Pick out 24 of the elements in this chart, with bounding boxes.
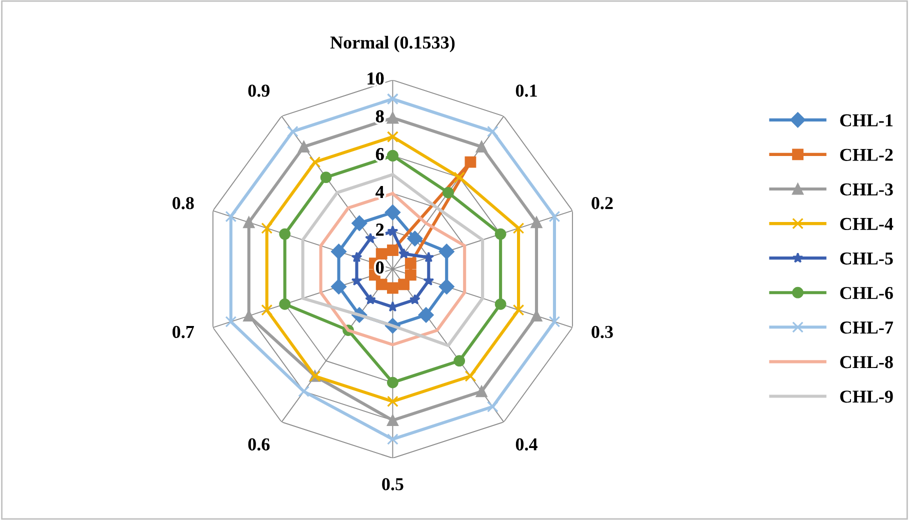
y-tick-label: 8 bbox=[376, 110, 384, 122]
legend-label: CHL-7 bbox=[840, 322, 894, 334]
legend-label: CHL-5 bbox=[840, 252, 893, 265]
spoke-label: 0.5 bbox=[382, 478, 404, 490]
spoke-label: 0.6 bbox=[248, 438, 270, 451]
y-tick-label: 10 bbox=[368, 72, 384, 85]
legend-label: CHL-9 bbox=[840, 390, 893, 403]
legend-label: CHL-2 bbox=[840, 148, 893, 161]
y-tick-label: 6 bbox=[376, 148, 384, 160]
spoke-label: 0.7 bbox=[172, 326, 194, 338]
legend-label: CHL-3 bbox=[840, 183, 893, 196]
spoke-label: 0.9 bbox=[248, 84, 270, 97]
y-tick-label: 2 bbox=[376, 224, 384, 236]
legend-label: CHL-8 bbox=[840, 356, 893, 368]
spoke-label: 0.4 bbox=[516, 438, 538, 451]
spoke-label: 0.1 bbox=[516, 84, 537, 97]
spoke-label: 0.3 bbox=[592, 326, 613, 338]
spoke-label: Normal (0.1533) bbox=[330, 36, 455, 52]
legend-label: CHL-4 bbox=[840, 218, 894, 230]
legend-label: CHL-6 bbox=[840, 286, 893, 300]
spoke-label: 0.2 bbox=[592, 197, 613, 210]
y-tick-label: 4 bbox=[376, 186, 384, 198]
legend-label: CHL-1 bbox=[840, 114, 893, 126]
spoke-label: 0.8 bbox=[172, 197, 194, 210]
